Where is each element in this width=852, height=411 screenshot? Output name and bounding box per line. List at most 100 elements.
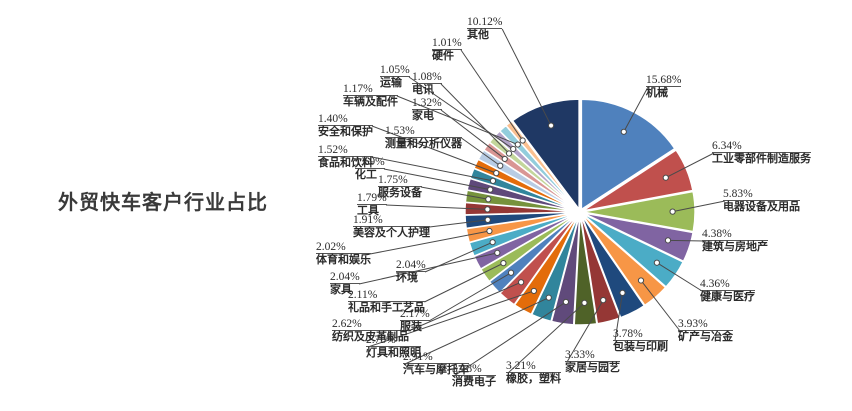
pie-label-marker <box>494 249 501 257</box>
pie-slice-name: 工业零部件制造服务 <box>712 153 811 165</box>
pie-slice-name: 家电 <box>412 110 434 122</box>
pie-slice-label: 3.18% 消费电子 <box>452 363 496 388</box>
pie-leader-line <box>408 281 522 332</box>
pie-slice-label: 2.04% 家具 <box>330 271 360 296</box>
pie-leader-line <box>396 95 519 146</box>
pie-label-marker <box>653 259 660 266</box>
pie-leader-line <box>507 302 585 374</box>
pie-slice-label: 5.83% 电器设备及用品 <box>723 188 800 213</box>
pie-slice-percent: 10.12% <box>467 16 503 29</box>
pie-slice-percent: 1.75% <box>378 174 422 187</box>
pie-label-marker <box>562 298 570 306</box>
pie-slice-name: 化工 <box>355 169 377 181</box>
pie-leader-line <box>424 241 493 273</box>
pie-slice-percent: 1.53% <box>385 125 462 138</box>
pie-slice-label: 1.52% 食品和饮料 <box>318 144 373 169</box>
pie-slice-percent: 6.34% <box>712 140 811 153</box>
pie-label-marker <box>547 122 555 129</box>
pie-leader-line <box>367 290 535 348</box>
pie-label-marker <box>662 174 669 181</box>
pie-slice-label: 2.17% 服装 <box>400 308 430 333</box>
pie-slice-name: 礼品和手工艺品 <box>348 302 425 314</box>
pie-slice-name: 电讯 <box>412 84 434 96</box>
pie-slice-name: 消费电子 <box>452 376 496 388</box>
pie-slice-percent: 2.91% <box>403 351 469 364</box>
pie-leader-line <box>358 252 498 285</box>
pie-slice-label: 15.68% 机械 <box>646 74 682 99</box>
pie-slice-percent: 1.69% <box>355 156 385 169</box>
pie-leader-line <box>383 168 491 191</box>
pie-label-marker <box>497 162 504 169</box>
pie-slice-percent: 2.04% <box>330 271 360 284</box>
pie-slice-name: 建筑与房地产 <box>702 241 768 253</box>
pie-label-marker <box>487 186 494 193</box>
pie-label-marker <box>600 296 607 304</box>
pie-slice-percent: 1.08% <box>412 71 442 84</box>
pie-label-marker <box>637 277 645 284</box>
pie-leader-line <box>404 297 549 365</box>
pie-slice-percent: 1.52% <box>318 144 373 157</box>
pie-slice-name: 电器设备及用品 <box>723 201 800 213</box>
pie-slice-label: 3.93% 矿产与冶金 <box>678 318 733 343</box>
pie-leader-line <box>665 152 715 179</box>
pie-slice-label: 1.01% 硬件 <box>432 37 462 62</box>
pie-leader-line <box>385 204 488 210</box>
pie-label-marker <box>489 239 496 246</box>
pie-leader-line <box>566 299 604 363</box>
pie-slice[interactable] <box>582 212 694 263</box>
pie-slice-name: 食品和饮料 <box>318 157 373 169</box>
pie-leader-line <box>371 125 497 174</box>
pie-leader-line <box>369 230 490 255</box>
pie-leader-line <box>440 83 510 154</box>
page-title: 外贸快车客户行业占比 <box>58 192 268 214</box>
pie-slice-percent: 3.21% <box>506 360 561 373</box>
pie-leader-line <box>424 262 504 303</box>
pie-slice[interactable] <box>511 98 580 212</box>
pie-label-marker <box>530 287 537 295</box>
pie-slice-name: 测量和分析仪器 <box>385 138 462 150</box>
pie-slice-label: 1.91% 美容及个人护理 <box>353 214 430 239</box>
pie-slice-percent: 1.01% <box>432 37 462 50</box>
pie-slice-percent: 1.05% <box>380 64 410 77</box>
pie-slice-label: 1.40% 安全和保护 <box>318 113 373 138</box>
pie-leader-line <box>420 186 489 200</box>
pie-slice-percent: 2.02% <box>316 241 371 254</box>
pie-label-marker <box>500 260 507 267</box>
pie-slice[interactable] <box>582 213 685 288</box>
pie-slice-label: 1.08% 电讯 <box>412 71 442 96</box>
pie-slice[interactable] <box>581 213 667 307</box>
pie-leader-line <box>667 239 705 242</box>
pie-slice-name: 服务设备 <box>378 187 422 199</box>
pie-slice[interactable] <box>582 190 696 233</box>
pie-slice-label: 3.21% 橡胶，塑料 <box>506 360 561 385</box>
pie-slice-percent: 1.17% <box>343 83 398 96</box>
pie-leader-line <box>453 301 567 377</box>
pie-slice-name: 安全和保护 <box>318 126 373 138</box>
pie-label-marker <box>619 289 626 296</box>
pie-slice-percent: 1.79% <box>357 192 387 205</box>
pie-leader-line <box>501 28 552 126</box>
pie-label-marker <box>493 170 500 177</box>
pie-slice-percent: 2.17% <box>400 308 430 321</box>
pie-slice-label: 2.91% 汽车与摩托车 <box>403 351 469 376</box>
pie-label-marker <box>545 294 552 301</box>
pie-slice-label: 3.78% 包装与印刷 <box>613 328 668 353</box>
pie-leader-line <box>461 137 501 167</box>
pie-slice[interactable] <box>582 149 694 212</box>
pie-slice-percent: 2.62% <box>332 318 409 331</box>
pie-label-marker <box>486 227 493 235</box>
pie-slice-name: 环境 <box>396 272 418 284</box>
pie-slice-label: 4.36% 健康与医疗 <box>700 278 755 303</box>
pie-slice-percent: 2.11% <box>348 289 425 302</box>
pie-slice-label: 2.62% 纺织及皮革制品 <box>332 318 409 343</box>
pie-leader-line <box>371 156 494 182</box>
pie-slice-label: 2.02% 体育和娱乐 <box>316 241 371 266</box>
pie-slice-name: 体育和娱乐 <box>316 254 371 266</box>
pie-slice-percent: 3.78% <box>613 328 668 341</box>
pie-leader-line <box>614 292 623 342</box>
pie-slice-percent: 3.18% <box>452 363 496 376</box>
pie-slice-name: 灯具和照明 <box>366 347 421 359</box>
pie-slice-name: 运输 <box>380 77 402 89</box>
pie-slice-percent: 2.04% <box>396 259 426 272</box>
